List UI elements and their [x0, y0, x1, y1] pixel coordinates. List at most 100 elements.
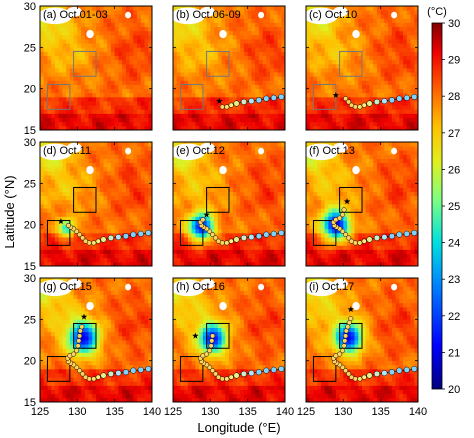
sst-cell: [118, 224, 123, 230]
sst-cell: [306, 55, 311, 61]
sst-cell: [365, 84, 370, 90]
sst-cell: [380, 22, 385, 28]
sst-cell: [317, 158, 322, 164]
sst-cell: [140, 191, 145, 197]
sst-cell: [225, 125, 230, 131]
sst-cell: [173, 142, 178, 147]
sst-cell: [47, 237, 52, 242]
sst-cell: [195, 158, 200, 164]
sst-cell: [202, 162, 207, 168]
sst-cell: [125, 253, 130, 259]
sst-cell: [270, 80, 275, 85]
sst-cell: [43, 63, 48, 69]
sst-cell: [358, 63, 363, 69]
sst-cell: [107, 76, 112, 81]
sst-cell: [69, 92, 74, 98]
sst-cell: [122, 51, 127, 56]
sst-cell: [255, 220, 260, 226]
sst-cell: [206, 26, 211, 32]
sst-cell: [81, 80, 86, 85]
sst-cell: [40, 39, 45, 44]
sst-cell: [384, 109, 389, 114]
sst-cell: [395, 43, 400, 48]
sst-cell: [255, 158, 260, 164]
sst-cell: [173, 121, 178, 127]
sst-cell: [110, 150, 116, 155]
sst-cell: [81, 162, 86, 168]
sst-cell: [339, 253, 344, 259]
sst-cell: [273, 220, 278, 226]
sst-cell: [309, 253, 314, 259]
sst-cell: [202, 18, 207, 23]
sst-cell: [403, 34, 408, 40]
sst-cell: [184, 68, 189, 73]
sst-cell: [317, 47, 322, 52]
sst-cell: [191, 109, 196, 114]
sst-cell: [229, 39, 234, 44]
sst-cell: [225, 92, 230, 98]
land-mass: [170, 7, 206, 25]
sst-cell: [403, 121, 408, 127]
sst-cell: [66, 109, 71, 114]
sst-cell: [243, 10, 249, 15]
sst-cell: [332, 175, 337, 180]
sst-cell: [410, 26, 415, 32]
sst-cell: [313, 26, 318, 32]
sst-cell: [217, 113, 222, 118]
sst-cell: [40, 84, 45, 90]
sst-cell: [339, 92, 344, 98]
sst-cell: [217, 14, 222, 19]
sst-cell: [406, 26, 411, 32]
sst-cell: [225, 150, 230, 155]
sst-cell: [339, 187, 344, 192]
sst-cell: [62, 76, 67, 81]
sst-cell: [335, 183, 340, 188]
sst-cell: [410, 121, 415, 127]
sst-cell: [266, 105, 271, 110]
sst-cell: [96, 10, 101, 15]
sst-cell: [236, 43, 241, 48]
sst-cell: [54, 113, 60, 118]
sst-cell: [317, 224, 322, 230]
sst-cell: [225, 68, 230, 73]
sst-cell: [414, 101, 419, 106]
sst-cell: [258, 63, 263, 69]
sst-cell: [140, 59, 145, 65]
sst-cell: [243, 257, 249, 263]
sst-cell: [51, 47, 56, 52]
sst-cell: [81, 154, 86, 159]
sst-cell: [133, 109, 138, 114]
sst-cell: [320, 195, 326, 201]
sst-cell: [191, 68, 196, 73]
sst-cell: [229, 117, 234, 123]
sst-cell: [328, 121, 333, 127]
sst-cell: [362, 121, 367, 127]
sst-cell: [92, 22, 97, 28]
sst-cell: [202, 125, 207, 131]
sst-cell: [148, 76, 153, 81]
sst-cell: [191, 191, 196, 197]
sst-cell: [410, 18, 415, 23]
sst-cell: [176, 121, 181, 127]
sst-cell: [328, 96, 333, 102]
sst-cell: [277, 179, 282, 184]
sst-cell: [328, 68, 333, 73]
sst-cell: [273, 30, 278, 36]
sst-cell: [384, 117, 389, 123]
sst-cell: [339, 109, 344, 114]
sst-cell: [202, 39, 207, 44]
sst-cell: [81, 220, 86, 226]
sst-cell: [210, 117, 215, 123]
sst-cell: [236, 150, 241, 155]
sst-cell: [270, 204, 275, 209]
sst-cell: [99, 80, 104, 85]
sst-cell: [140, 158, 145, 164]
sst-cell: [350, 113, 355, 118]
sst-cell: [187, 51, 193, 56]
sst-cell: [373, 117, 378, 123]
sst-cell: [107, 204, 112, 209]
sst-cell: [122, 208, 127, 213]
sst-cell: [69, 220, 74, 226]
sst-cell: [214, 121, 219, 127]
sst-cell: [214, 92, 219, 98]
